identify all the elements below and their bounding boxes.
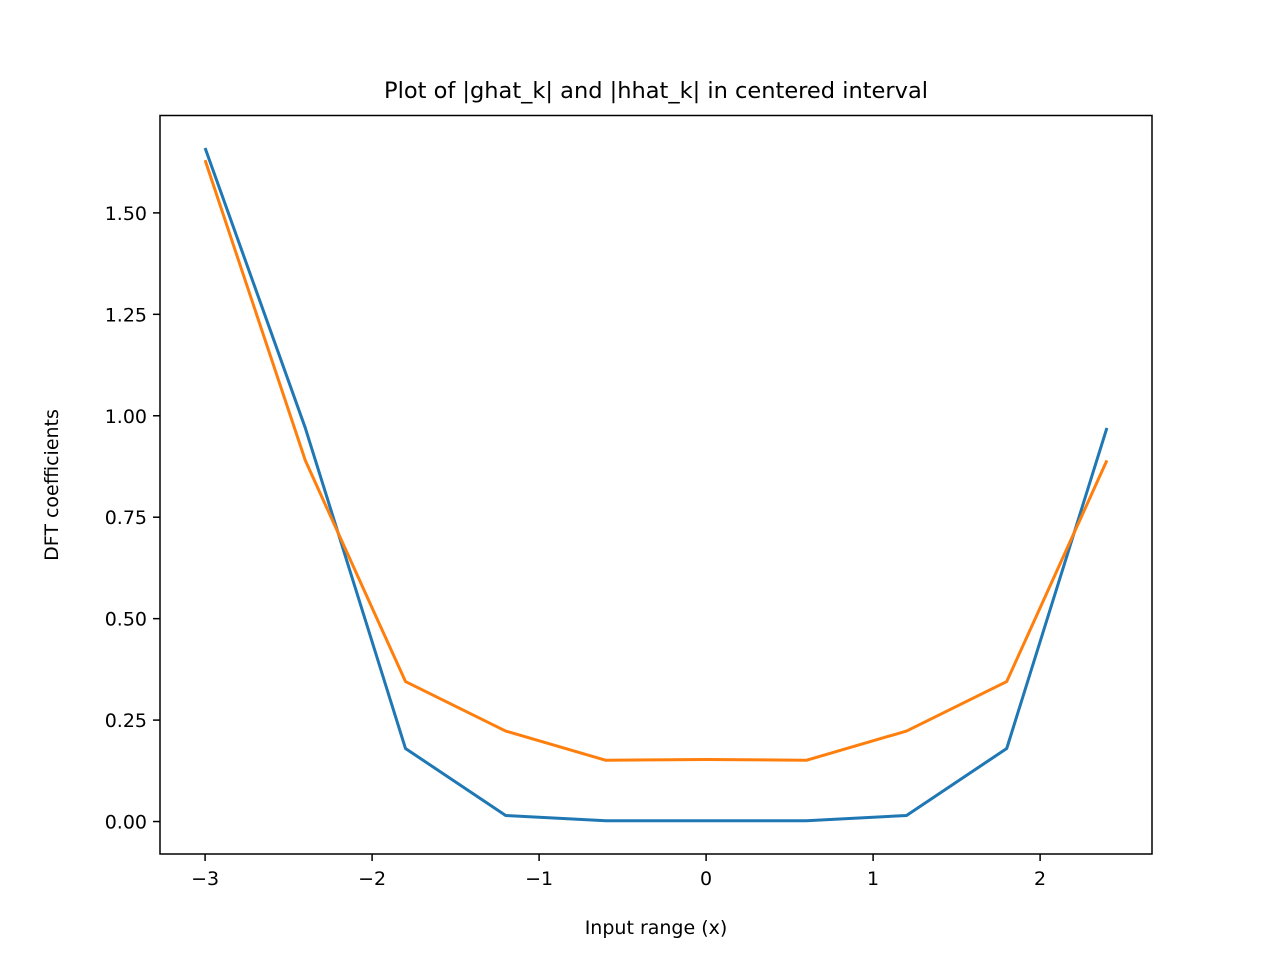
series-line-1 [203,147,1109,823]
y-tick-label: 1.00 [105,406,147,428]
y-tick-label: 0.00 [105,812,147,834]
plot-frame [159,114,1153,855]
x-tick-label: 2 [1034,868,1046,890]
x-tick-label: 1 [867,868,879,890]
x-tick-label: −3 [191,868,219,890]
y-tick-label: 0.50 [105,609,147,631]
y-tick-label: 1.50 [105,203,147,225]
y-tick-label: 1.25 [105,304,147,326]
y-axis-ticks: 0.00 0.25 0.50 0.75 1.00 1.25 1.50 [105,203,160,834]
y-tick-label: 0.25 [105,710,147,732]
y-tick-label: 0.75 [105,507,147,529]
x-tick-label: −1 [525,868,553,890]
x-axis-ticks: −3 −2 −1 0 1 2 [191,854,1046,890]
series-lines [203,147,1109,823]
x-tick-label: 0 [700,868,712,890]
chart-title: Plot of |ghat_k| and |hhat_k| in centere… [384,78,928,104]
y-axis-label: DFT coefficients [41,409,63,561]
x-tick-label: −2 [358,868,386,890]
series-line-2 [203,159,1109,762]
x-axis-label: Input range (x) [585,917,728,939]
